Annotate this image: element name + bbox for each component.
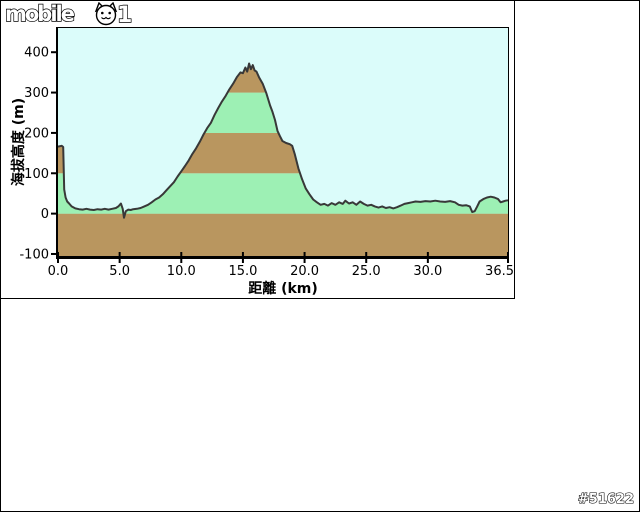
svg-text:15.0: 15.0 xyxy=(228,264,257,279)
elevation-chart-panel: 0.0 5.0 10.0 15.0 20.0 25.0 30.0 36.5 -100 0 100 20… xyxy=(1,1,515,299)
watermark: #51622 xyxy=(577,491,634,507)
cat-icon xyxy=(94,2,118,26)
svg-text:0.0: 0.0 xyxy=(48,264,69,279)
svg-text:300: 300 xyxy=(24,86,49,101)
logo-text-one: 1 xyxy=(117,3,132,28)
svg-text:200: 200 xyxy=(24,126,49,141)
x-axis-title: 距離 (km) xyxy=(248,281,318,297)
svg-text:-100: -100 xyxy=(19,247,49,262)
chart-svg: 0.0 5.0 10.0 15.0 20.0 25.0 30.0 36.5 -100 0 100 20… xyxy=(19,27,514,279)
logo-text-mobile: mobile xyxy=(5,2,75,26)
svg-text:5.0: 5.0 xyxy=(109,264,130,279)
svg-text:400: 400 xyxy=(24,46,49,61)
svg-text:25.0: 25.0 xyxy=(352,264,381,279)
y-axis-title: 海拔高度 (m) xyxy=(11,97,27,187)
svg-text:0: 0 xyxy=(41,207,49,222)
svg-text:30.0: 30.0 xyxy=(413,264,442,279)
svg-text:36.5: 36.5 xyxy=(485,264,514,279)
mobile01-logo: mobile 1 xyxy=(4,2,133,28)
svg-text:100: 100 xyxy=(24,167,49,182)
svg-text:20.0: 20.0 xyxy=(290,264,319,279)
watermark-text: #51622 xyxy=(578,492,634,507)
svg-text:10.0: 10.0 xyxy=(167,264,196,279)
